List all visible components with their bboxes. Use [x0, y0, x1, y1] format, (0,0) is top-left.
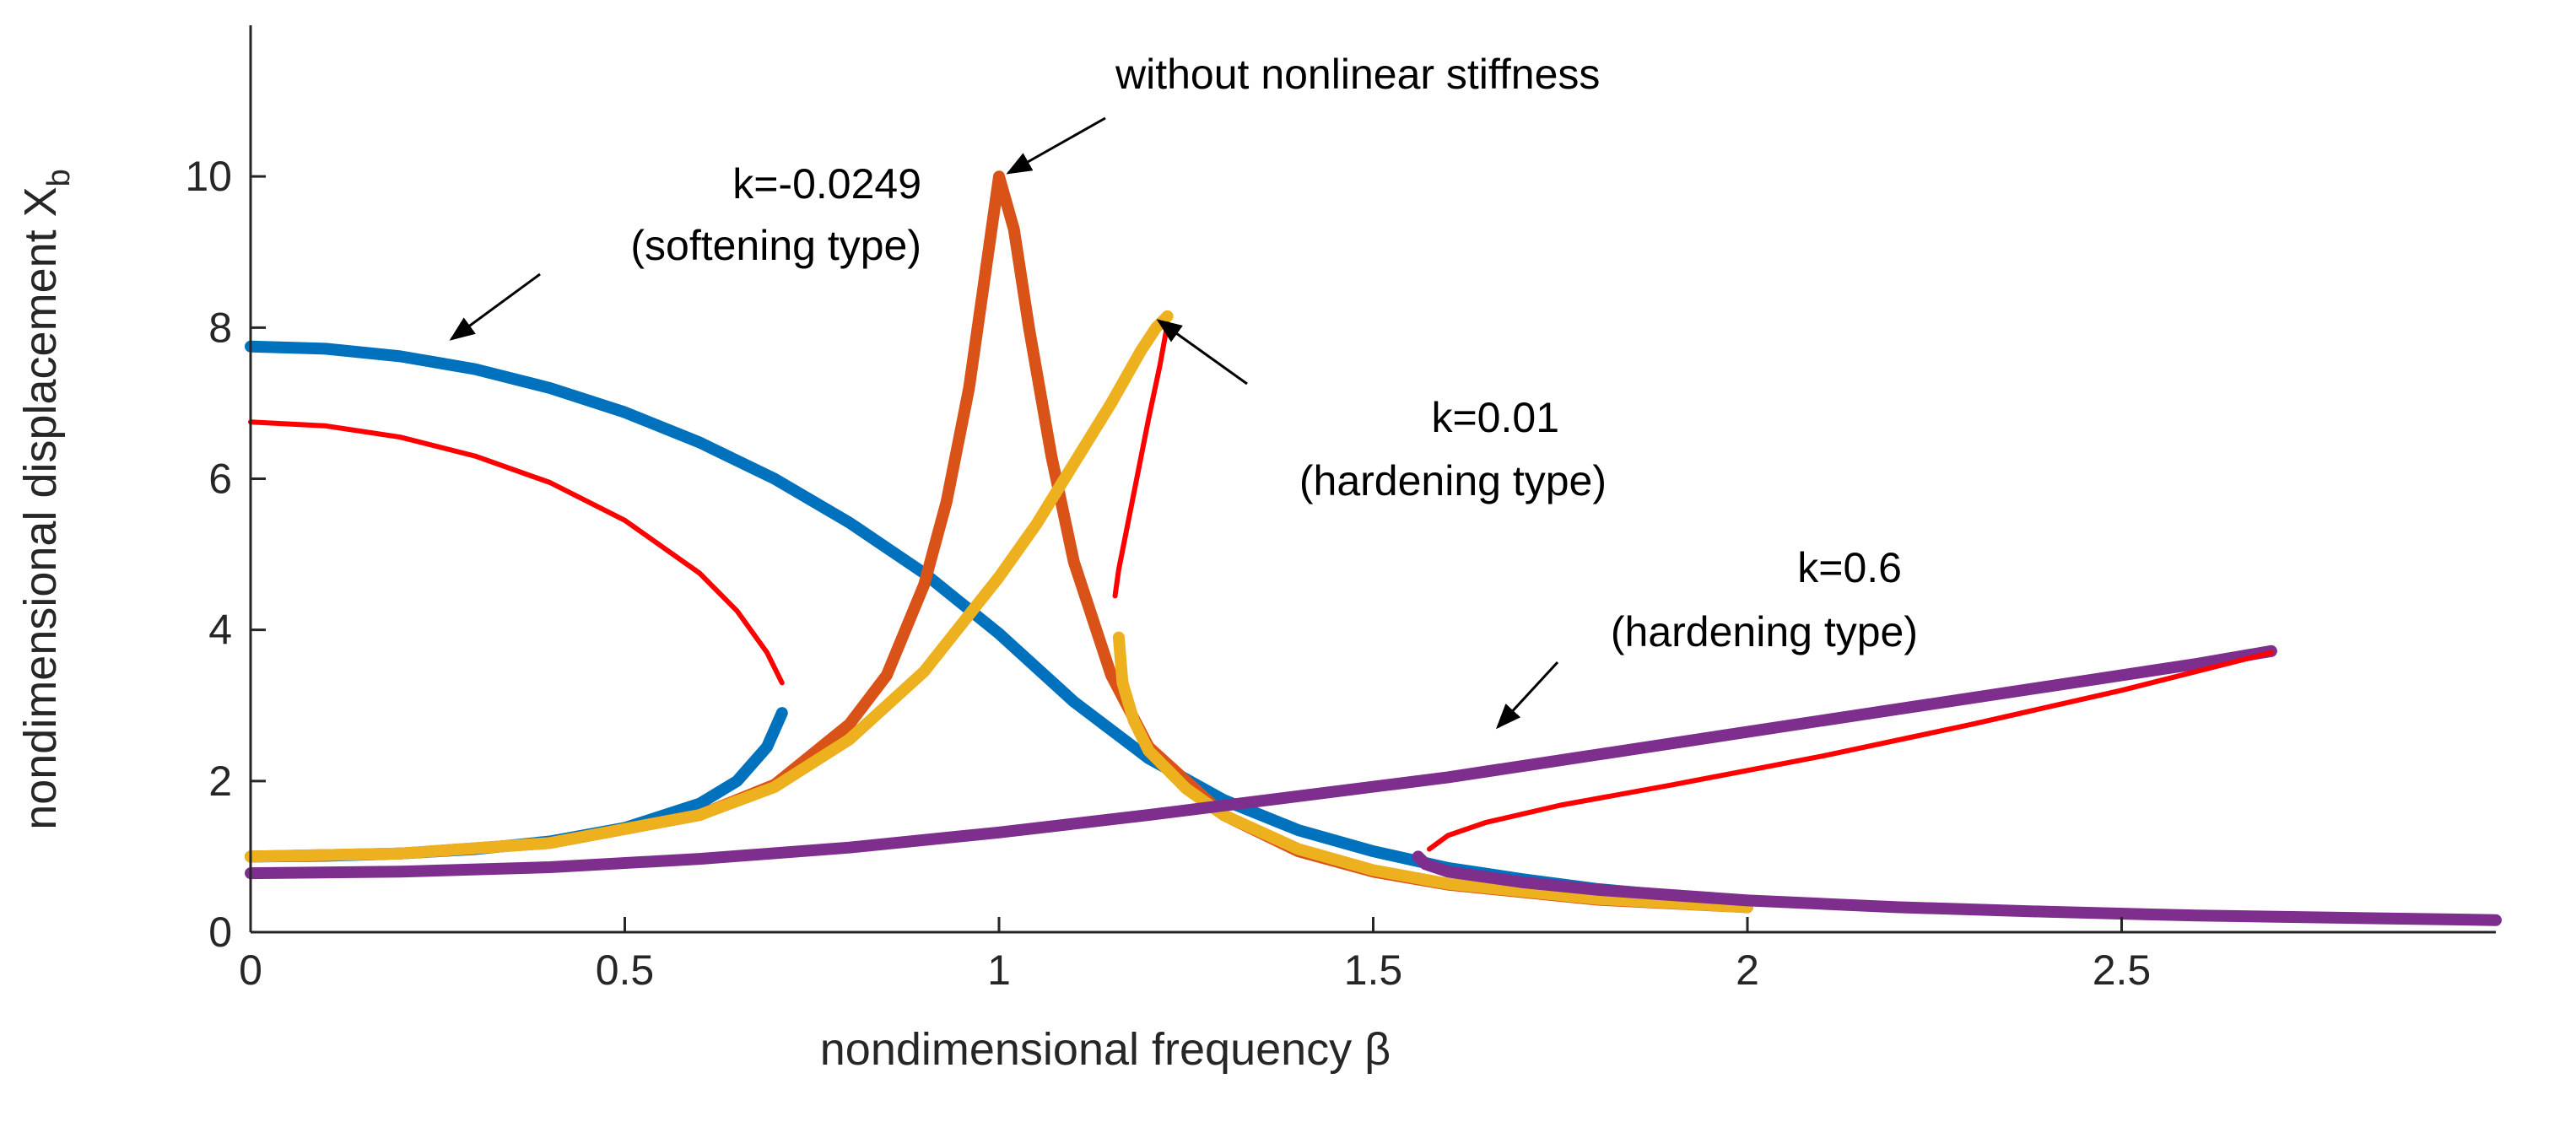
- series-line-3: [245, 170, 1753, 914]
- y-axis-title-main: nondimensional displacement X: [15, 186, 66, 829]
- annotation-softening-type: (softening type): [630, 222, 921, 269]
- x-tick-label: 2.5: [2093, 947, 2152, 994]
- series-line-2: [245, 707, 788, 863]
- y-tick-label: 4: [208, 607, 232, 654]
- annotation-without-nonlinear: without nonlinear stiffness: [1115, 51, 1600, 98]
- arrow-softening: [449, 272, 541, 341]
- series-line-4: [245, 310, 1174, 863]
- arrow-hardening-small: [1156, 319, 1248, 386]
- series-line-1: [248, 419, 785, 686]
- arrow-hardening-large: [1495, 661, 1559, 730]
- arrow-without-nonlinear: [1006, 116, 1106, 175]
- x-tick-label: 1.5: [1344, 947, 1403, 994]
- series-layer: [245, 170, 2502, 926]
- series-line-8: [1427, 650, 2274, 852]
- x-tick-label: 0: [239, 947, 262, 994]
- x-tick-label: 2: [1736, 947, 1759, 994]
- y-tick-label: 2: [208, 758, 232, 805]
- svg-text:nondimensional displacement Xb: nondimensional displacement Xb: [15, 169, 77, 830]
- y-tick-label: 10: [185, 153, 232, 200]
- series-line-9: [1412, 850, 2502, 926]
- y-tick-label: 0: [208, 909, 232, 956]
- series-line-5: [1112, 321, 1170, 599]
- annotation-hardening-small-type: (hardening type): [1299, 457, 1607, 504]
- x-tick-label: 1: [987, 947, 1011, 994]
- y-axis-title-sub: b: [41, 169, 77, 186]
- y-axis-title: nondimensional displacement Xb: [15, 169, 77, 830]
- series-line-7: [245, 645, 2277, 880]
- annotation-hardening-large-type: (hardening type): [1611, 608, 1918, 655]
- annotation-softening-k: k=-0.0249: [732, 160, 921, 208]
- series-line-6: [1112, 631, 1753, 914]
- annotation-hardening-small-k: k=0.01: [1431, 394, 1559, 441]
- x-axis-title: nondimensional frequency β: [820, 1024, 1391, 1075]
- x-tick-label: 0.5: [596, 947, 655, 994]
- annotation-hardening-large-k: k=0.6: [1797, 544, 1902, 591]
- y-tick-label: 8: [208, 304, 232, 351]
- y-tick-label: 6: [208, 456, 232, 503]
- ticks: 0 0.5 1 1.5 2 2.5 0 2 4 6 8 10: [185, 153, 2151, 994]
